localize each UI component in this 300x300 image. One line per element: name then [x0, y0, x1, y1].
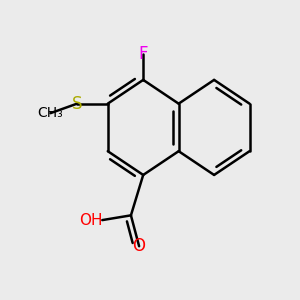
- Text: O: O: [133, 237, 146, 255]
- Text: F: F: [139, 45, 148, 63]
- Text: CH₃: CH₃: [38, 106, 63, 120]
- Text: S: S: [72, 95, 82, 113]
- Text: OH: OH: [79, 213, 102, 228]
